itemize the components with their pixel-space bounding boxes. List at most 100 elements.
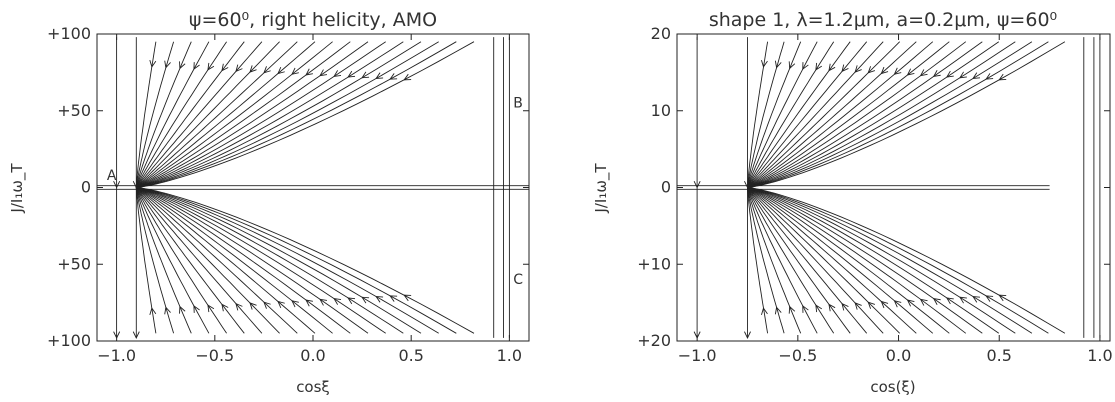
right-streamline-lower-13 bbox=[747, 187, 983, 334]
right-streamline-upper-14-arrow bbox=[945, 70, 954, 78]
left-x-tick-label-3: 0.5 bbox=[398, 346, 423, 365]
left-streamline-upper-13-arrow bbox=[333, 70, 342, 77]
left-streamline-lower-7 bbox=[135, 187, 280, 334]
left-y-tick-label-1: +50 bbox=[57, 101, 91, 120]
right-streamline-upper-2 bbox=[747, 41, 802, 188]
left-streamline-lower-1 bbox=[135, 187, 175, 334]
left-chart-title: ψ=60⁰, right helicity, AMO bbox=[189, 9, 437, 31]
right-streamline-lower-12-arrow bbox=[919, 298, 928, 306]
left-streamline-upper-8 bbox=[135, 41, 298, 188]
left-streamline-lower-18 bbox=[136, 187, 475, 334]
right-streamline-upper-0-arrow bbox=[761, 60, 768, 68]
left-annotation-C: C bbox=[513, 272, 523, 288]
right-y-tick-label-4: +20 bbox=[637, 331, 671, 350]
left-x-axis-label: cosξ bbox=[296, 378, 330, 396]
right-x-tick-label-0: −1.0 bbox=[678, 346, 717, 365]
left-streamline-upper-5-arrow bbox=[221, 63, 229, 72]
left-streamline-lower-4 bbox=[135, 187, 227, 334]
left-streamline-lower-2-arrow bbox=[179, 305, 186, 314]
right-streamline-lower-11-arrow bbox=[906, 299, 915, 307]
right-streamline-upper-2-arrow bbox=[788, 61, 796, 70]
right-streamline-upper-1-arrow bbox=[774, 60, 782, 69]
left-streamline-upper-10-arrow bbox=[291, 67, 299, 75]
left-streamline-lower-7-arrow bbox=[249, 302, 257, 310]
left-streamline-upper-1-arrow bbox=[164, 60, 171, 69]
left-streamline-lower-11-arrow bbox=[305, 299, 313, 307]
left-streamline-upper-9-arrow bbox=[277, 66, 285, 75]
right-x-tick-label-2: 0.0 bbox=[886, 346, 911, 365]
left-x-tick-label-2: 0.0 bbox=[300, 346, 325, 365]
left-streamline-upper-16-arrow bbox=[375, 72, 384, 79]
left-streamline-upper-13 bbox=[136, 41, 386, 188]
left-streamline-lower-3 bbox=[135, 187, 210, 334]
left-streamline-lower-18-arrow bbox=[403, 294, 412, 302]
left-streamline-upper-2-arrow bbox=[179, 61, 186, 70]
left-streamline-lower-4-arrow bbox=[207, 304, 215, 313]
right-streamline-upper-15 bbox=[747, 41, 1016, 188]
right-x-tick-label-3: 0.5 bbox=[987, 346, 1012, 365]
left-streamline-upper-3 bbox=[135, 41, 210, 188]
right-streamline-lower-6-arrow bbox=[841, 302, 849, 311]
right-streamline-upper-10-arrow bbox=[893, 67, 902, 75]
left-streamline-upper-9 bbox=[136, 41, 316, 188]
right-streamline-upper-4-arrow bbox=[815, 62, 823, 71]
right-streamline-lower-9 bbox=[747, 187, 917, 334]
right-streamline-lower-16-arrow bbox=[972, 295, 981, 303]
right-streamline-upper-7-arrow bbox=[854, 65, 862, 73]
left-streamline-lower-9-arrow bbox=[277, 300, 285, 309]
left-streamlines: A B C bbox=[97, 37, 529, 339]
left-annotation-A: A bbox=[107, 168, 117, 184]
right-streamline-lower-2-arrow bbox=[788, 305, 796, 314]
right-streamline-lower-15-arrow bbox=[959, 296, 967, 304]
right-streamline-upper-8-arrow bbox=[867, 66, 876, 74]
left-streamline-upper-18-arrow bbox=[403, 73, 412, 81]
left-streamline-upper-12-arrow bbox=[319, 69, 328, 77]
left-chart: ψ=60⁰, right helicity, AMO A B C −1.0 −0.5 0… bbox=[8, 9, 530, 396]
left-streamline-lower-9 bbox=[136, 187, 316, 334]
right-streamline-lower-1-arrow bbox=[774, 306, 782, 315]
right-streamline-upper-9 bbox=[747, 41, 917, 188]
right-streamline-upper-18-arrow bbox=[998, 73, 1007, 81]
left-x-tick-label-1: −0.5 bbox=[195, 346, 234, 365]
right-x-tick-label-4: 1.0 bbox=[1087, 346, 1112, 365]
right-streamline-lower-3-arrow bbox=[802, 304, 809, 313]
right-streamline-upper-5-arrow bbox=[828, 63, 836, 72]
left-y-tick-label-2: 0 bbox=[81, 178, 91, 197]
right-streamline-lower-7-arrow bbox=[854, 302, 862, 310]
left-y-tick-label-4: +100 bbox=[47, 331, 91, 350]
left-streamline-lower-13-arrow bbox=[333, 298, 342, 305]
left-streamline-upper-1 bbox=[135, 41, 175, 188]
right-streamline-lower-7 bbox=[747, 187, 884, 334]
left-streamline-lower-13 bbox=[136, 187, 386, 334]
left-streamline-upper-11-arrow bbox=[305, 68, 313, 76]
right-streamline-lower-18-arrow bbox=[998, 294, 1007, 302]
left-streamline-lower-17 bbox=[136, 187, 457, 334]
right-streamline-upper-6-arrow bbox=[841, 64, 849, 73]
right-streamline-lower-14-arrow bbox=[945, 297, 954, 305]
right-streamline-upper-17 bbox=[747, 41, 1049, 188]
right-streamline-upper-7 bbox=[747, 41, 884, 188]
right-streamline-lower-16 bbox=[747, 187, 1033, 334]
left-streamline-lower-14 bbox=[136, 187, 404, 334]
right-streamline-lower-17-arrow bbox=[985, 295, 994, 302]
left-streamline-upper-7-arrow bbox=[249, 65, 257, 73]
left-streamline-upper-4-arrow bbox=[207, 62, 215, 71]
right-streamline-lower-8-arrow bbox=[867, 301, 876, 309]
left-streamline-upper-14-arrow bbox=[347, 70, 356, 78]
right-plot-frame bbox=[676, 33, 1111, 342]
right-streamline-lower-5-arrow bbox=[828, 303, 836, 312]
left-streamline-lower-17-arrow bbox=[389, 295, 398, 302]
left-streamline-lower-5 bbox=[135, 187, 245, 334]
right-y-tick-label-1: 10 bbox=[651, 101, 671, 120]
left-streamline-lower-16-arrow bbox=[375, 296, 384, 303]
right-y-tick-label-0: 20 bbox=[651, 24, 671, 43]
right-streamline-upper-9-arrow bbox=[880, 66, 889, 75]
right-streamline-lower-3 bbox=[747, 187, 818, 334]
right-y-tick-label-3: +10 bbox=[637, 254, 671, 273]
left-streamline-upper-15-arrow bbox=[361, 71, 370, 79]
right-chart-title: shape 1, λ=1.2μm, a=0.2μm, ψ=60⁰ bbox=[709, 9, 1057, 31]
left-streamline-lower-1-arrow bbox=[164, 306, 171, 315]
right-x-tick-label-1: −0.5 bbox=[778, 346, 817, 365]
left-y-tick-label-0: +100 bbox=[47, 24, 91, 43]
